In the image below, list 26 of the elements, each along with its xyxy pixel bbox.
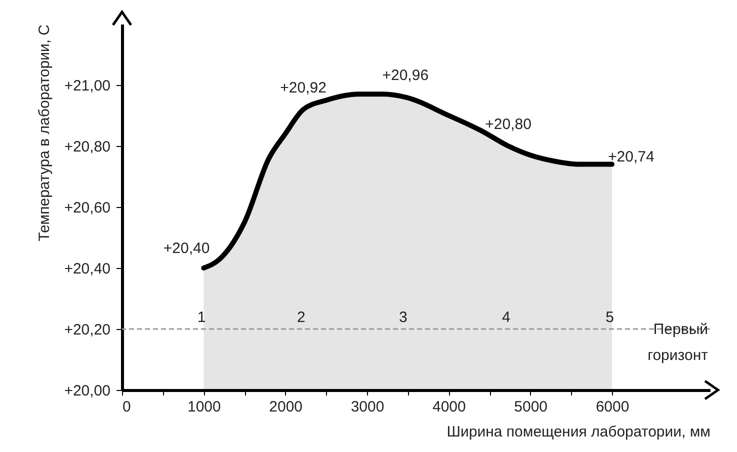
x-tick-label: 3000 (350, 398, 384, 416)
y-axis-title: Температура в лаборатории, С (36, 24, 54, 242)
annotation: 2 (296, 309, 306, 326)
y-tick-label: +20,80 (64, 138, 110, 156)
data-label: +20,80 (485, 116, 532, 133)
y-tick-label: +21,00 (64, 78, 110, 94)
annotation: 4 (502, 309, 510, 326)
data-label: +20,96 (382, 67, 429, 84)
x-tick-label: 6000 (596, 398, 630, 416)
ref-line-label: Первый горизонт (648, 321, 708, 364)
y-tick-label: +20,40 (64, 260, 110, 278)
y-tick-label: +20,60 (64, 200, 110, 216)
x-axis-title: Ширина помещения лаборатории, мм (446, 424, 710, 440)
y-tick-label: +20,20 (64, 322, 110, 338)
x-tick-label: 2000 (269, 398, 303, 416)
y-tick-label: +20,00 (64, 382, 110, 400)
x-tick-label: 0 (122, 398, 131, 416)
x-tick-label: 5000 (514, 398, 548, 416)
data-label: +20,74 (608, 148, 654, 166)
data-label: +20,92 (280, 79, 326, 96)
data-label: +20,40 (163, 240, 210, 257)
annotation: 1 (197, 309, 206, 326)
annotation: 3 (399, 309, 408, 326)
annotation: 5 (606, 309, 614, 326)
x-tick-label: 1000 (187, 398, 221, 416)
x-tick-label: 4000 (432, 398, 466, 416)
